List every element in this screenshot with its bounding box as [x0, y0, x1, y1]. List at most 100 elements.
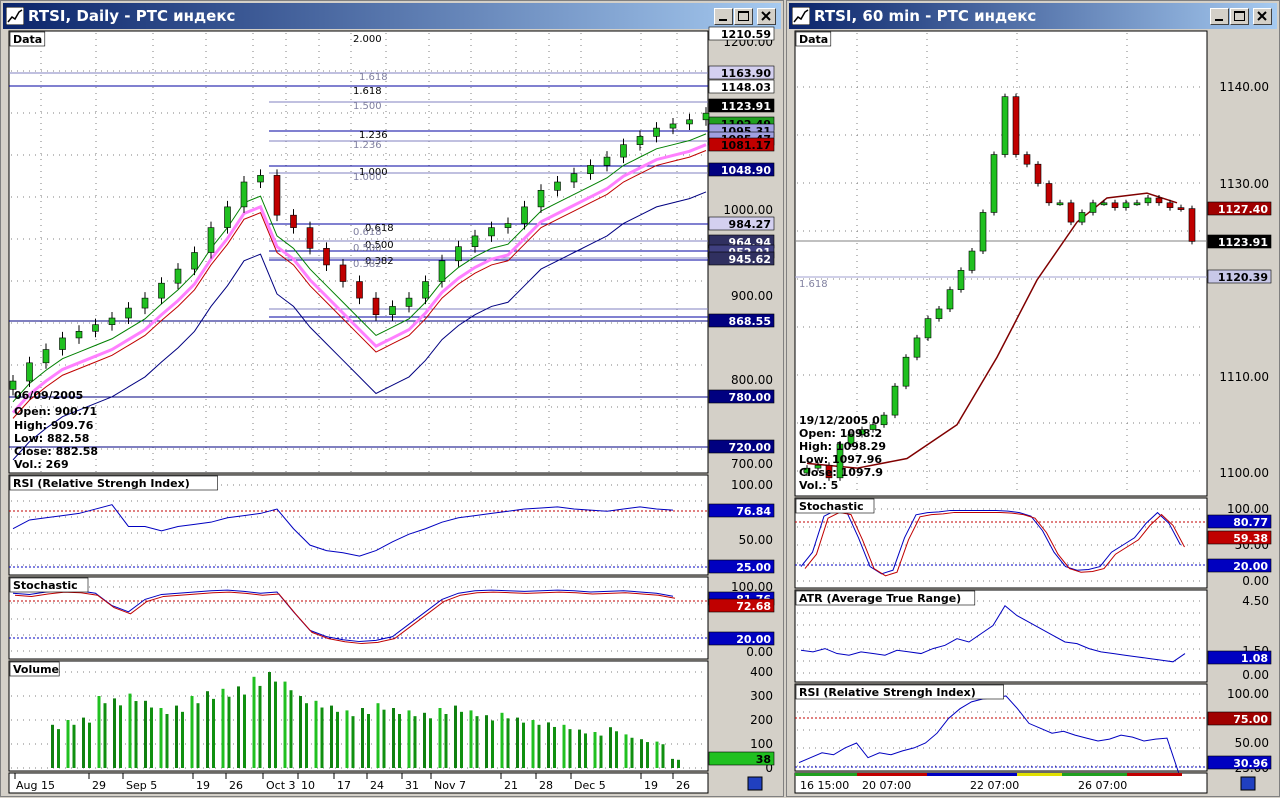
candle-body [935, 308, 943, 319]
atr-tick: 0.00 [1242, 668, 1269, 682]
candle-body [1144, 197, 1152, 204]
stoch-d-line [804, 511, 1185, 577]
volume-bar [537, 724, 541, 768]
volume-bar [66, 720, 70, 768]
candle-body [1111, 202, 1119, 208]
volume-bar [82, 717, 85, 768]
atr-panel-label-box [795, 590, 976, 606]
volume-tick: 300 [750, 689, 773, 703]
candle-body [1155, 197, 1163, 204]
right-title-bar[interactable]: RTSI, 60 min - РТС индекс [789, 3, 1277, 29]
stoch-tick: 0.00 [746, 645, 773, 659]
date-label: 10 [301, 779, 315, 792]
volume-bar [630, 737, 634, 768]
volume-panel [8, 660, 709, 772]
maximize-button[interactable] [1230, 8, 1249, 25]
price-tag-bg [708, 216, 775, 231]
volume-tag: 38 [756, 753, 771, 766]
volume-tick: 0 [765, 761, 773, 775]
price-tick: 700.00 [731, 457, 773, 471]
volume-bar [568, 729, 572, 768]
volume-bar [330, 705, 333, 768]
fib-label: 1.618 [353, 86, 382, 97]
atr-panel [794, 589, 1208, 683]
price-panel-label: Data [13, 33, 42, 46]
rsi-tag: 30.96 [1233, 757, 1268, 770]
volume-bar [491, 720, 494, 768]
candle-body [42, 349, 50, 364]
volume-bar [376, 703, 380, 768]
candle-body [847, 434, 855, 445]
candle-body [825, 464, 833, 479]
volume-bar [460, 711, 463, 768]
minimize-button[interactable] [1210, 8, 1229, 25]
candle-body [554, 181, 561, 191]
candle-body [158, 282, 165, 299]
stoch-tag: 72.68 [736, 600, 771, 613]
price-tag-bg [708, 137, 775, 152]
price-tag-bg [708, 162, 775, 177]
left-chart-window[interactable]: RTSI, Daily - РТС индекс 1.618 1.618 1.500… [0, 0, 784, 797]
volume-bar [336, 711, 339, 768]
volume-bar [640, 739, 643, 768]
volume-bar [299, 696, 302, 768]
maximize-button[interactable] [734, 8, 753, 25]
volume-bar [134, 701, 138, 768]
stoch-k-line [12, 589, 674, 643]
volume-bar [243, 694, 246, 768]
close-button[interactable] [757, 8, 776, 25]
stoch-tag-bg [708, 598, 775, 613]
price-tick: 800.00 [731, 373, 773, 387]
candle-body [990, 154, 998, 213]
rsi-tick: 100.00 [731, 478, 773, 492]
candle-body [191, 252, 198, 270]
candle-body [306, 227, 314, 249]
volume-bar [72, 724, 76, 768]
volume-bar [506, 718, 510, 768]
volume-bar [553, 726, 556, 768]
date-label: 31 [405, 779, 419, 792]
volume-bar [438, 708, 442, 768]
rsi-panel-label: RSI (Relative Strengh Index) [13, 477, 190, 490]
price-tick: 1130.00 [1219, 177, 1269, 191]
rsi-panel-label-box [795, 684, 1004, 700]
volume-bar [531, 720, 535, 768]
volume-bar [562, 724, 566, 768]
close-button[interactable] [1253, 8, 1272, 25]
ma-pink-line [11, 143, 707, 414]
date-label: 26 07:00 [1078, 779, 1127, 792]
volume-bar [407, 710, 411, 768]
candle-body [9, 380, 17, 390]
scale-toggle-icon [747, 776, 763, 791]
volume-bar [578, 729, 581, 768]
volume-panel-label: Volume [13, 663, 59, 676]
volume-bar [227, 696, 231, 768]
left-window-title: RTSI, Daily - РТС индекс [28, 7, 236, 25]
price-tag-bg [708, 313, 775, 328]
volume-bar [423, 712, 426, 768]
candle-body [587, 165, 594, 175]
candle-body [323, 248, 330, 266]
left-title-bar[interactable]: RTSI, Daily - РТС индекс [3, 3, 781, 29]
volume-bar [268, 672, 271, 768]
scale-toggle-icon [1240, 776, 1256, 791]
minimize-button[interactable] [714, 8, 733, 25]
chart-app-icon [792, 7, 810, 25]
date-label: 19 [644, 779, 658, 792]
rsi-tag: 75.00 [1233, 713, 1268, 726]
stoch-tag: 20.00 [1233, 560, 1268, 573]
candle-body [455, 246, 462, 262]
candle-body [405, 297, 413, 307]
stoch-panel-label: Stochastic [13, 579, 78, 592]
candle-body [858, 429, 866, 435]
ohlc-high: High: 909.76 [14, 419, 94, 432]
candle-body [1133, 202, 1141, 206]
volume-bar [113, 698, 116, 768]
date-label: 20 07:00 [862, 779, 911, 792]
volume-bar [88, 722, 91, 768]
right-chart-window[interactable]: RTSI, 60 min - РТС индекс 1.618 19/12/200… [786, 0, 1280, 797]
candle-body [968, 250, 976, 271]
volume-bar [212, 698, 215, 768]
